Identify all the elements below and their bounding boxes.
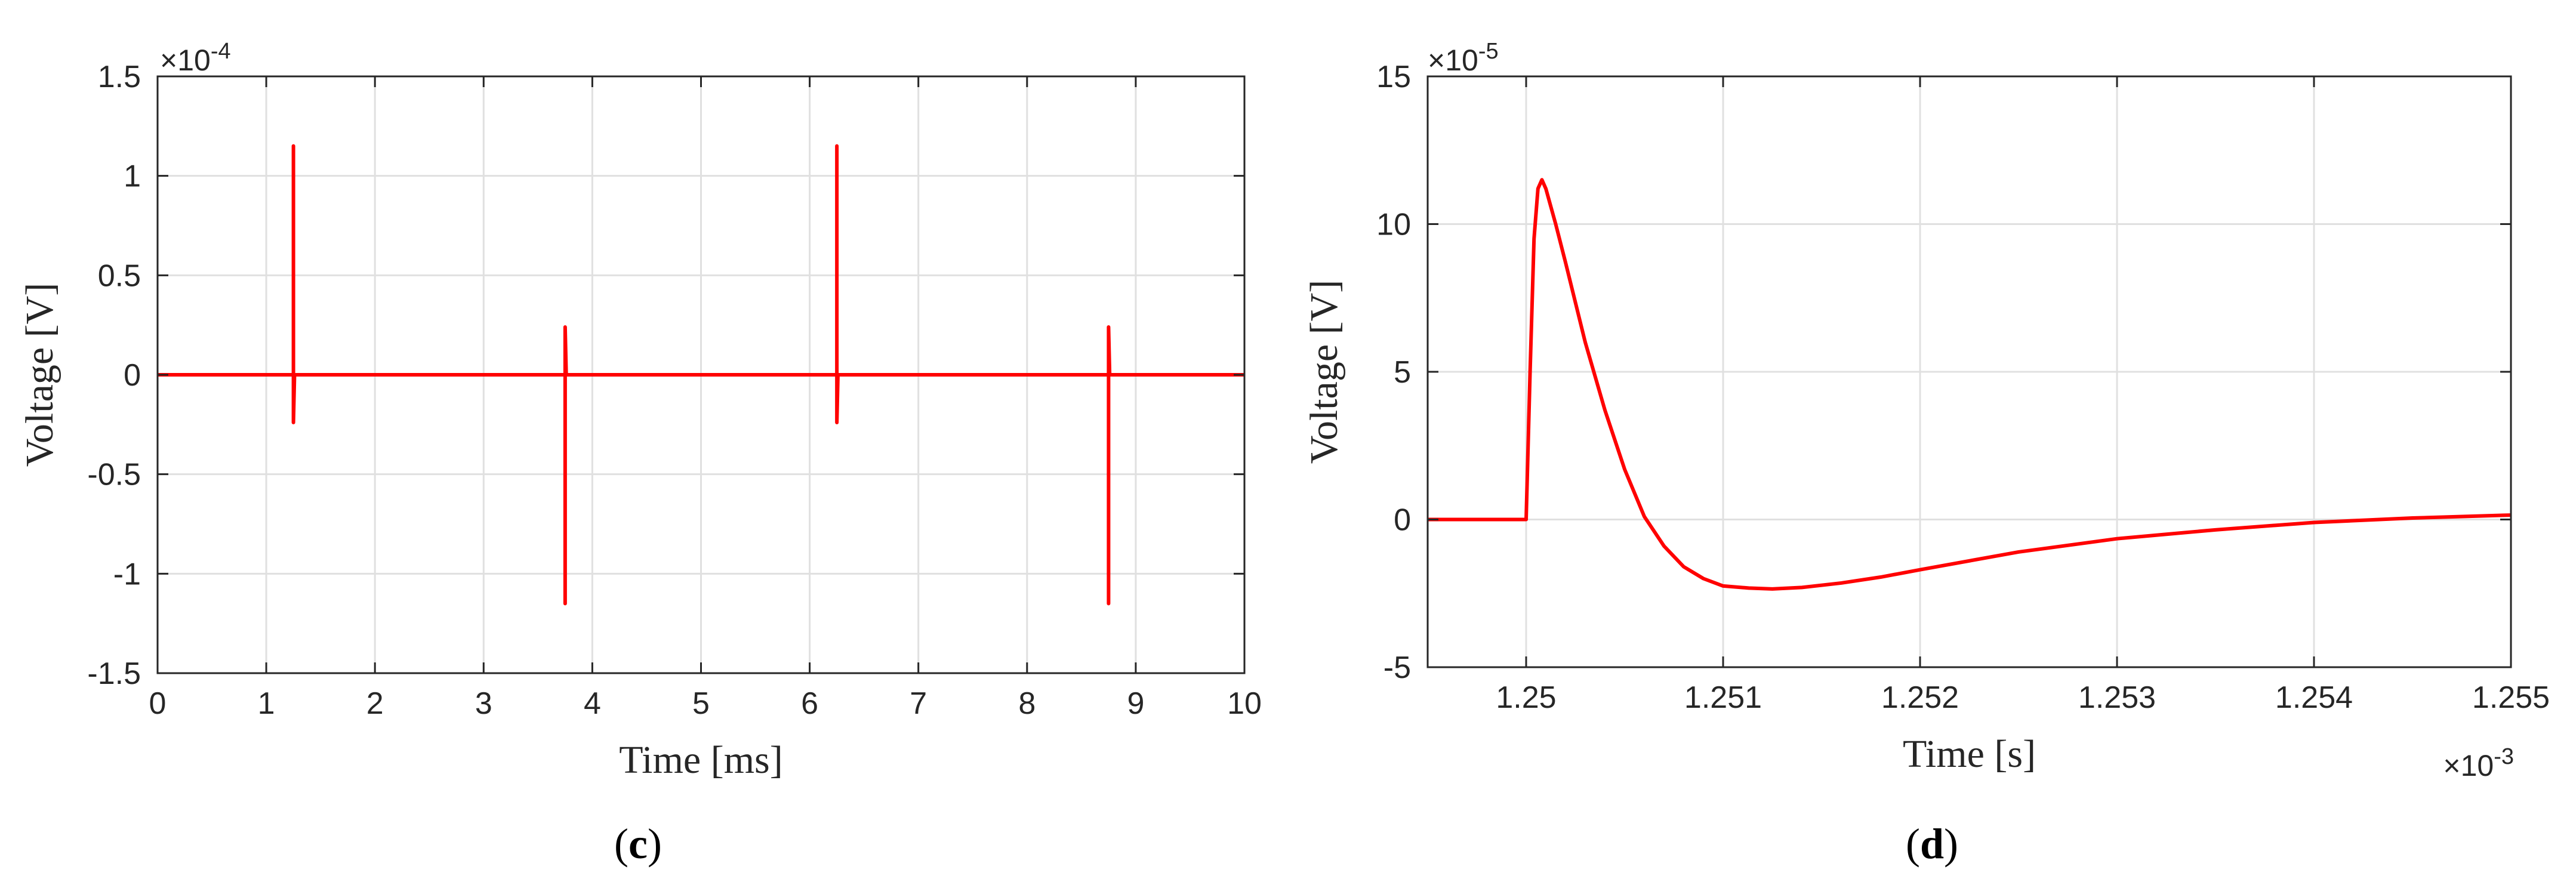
panel-letter-d: d [1920, 820, 1944, 868]
xtick-label-c-6: 6 [801, 686, 818, 721]
xtick-label-c-2: 2 [366, 686, 384, 721]
xtick-label-d-5: 1.255 [2472, 680, 2550, 715]
x-multiplier-d: ×10-3 [2443, 744, 2514, 782]
xtick-label-c-0: 0 [149, 686, 167, 721]
ytick-label-c-4: 0.5 [98, 258, 141, 293]
ytick-label-d-2: 5 [1394, 355, 1411, 390]
series-line-d-0 [1428, 178, 2512, 591]
ytick-label-c-3: 0 [124, 358, 141, 393]
panel-label-d: (d) [1906, 820, 1958, 868]
xtick-label-c-3: 3 [475, 686, 492, 721]
panel-letter-c: c [628, 820, 648, 868]
ytick-label-c-6: 1.5 [98, 60, 141, 94]
panel-label-c: (c) [614, 820, 662, 868]
xtick-label-c-10: 10 [1227, 686, 1262, 721]
ytick-label-d-4: 15 [1376, 60, 1411, 94]
xtick-label-d-2: 1.252 [1881, 680, 1959, 715]
series-line-c-0 [158, 144, 1244, 606]
xtick-label-d-4: 1.254 [2275, 680, 2353, 715]
xtick-label-c-5: 5 [692, 686, 710, 721]
xtick-label-c-8: 8 [1018, 686, 1036, 721]
ytick-label-c-0: -1.5 [87, 656, 141, 691]
ytick-label-d-1: 0 [1394, 503, 1411, 538]
xtick-label-c-1: 1 [258, 686, 275, 721]
x-axis-label-c: Time [ms] [619, 738, 782, 782]
xtick-label-c-9: 9 [1127, 686, 1144, 721]
xtick-label-d-1: 1.251 [1684, 680, 1762, 715]
ytick-label-c-2: -0.5 [87, 458, 141, 492]
y-multiplier-d: ×10-5 [1428, 39, 1499, 77]
xtick-label-d-0: 1.25 [1496, 680, 1556, 715]
xtick-label-d-3: 1.253 [2078, 680, 2156, 715]
ytick-label-d-3: 10 [1376, 208, 1411, 242]
x-axis-label-d: Time [s] [1903, 732, 2036, 776]
chart-panel-d: 1.25 1.251 1.252 1.253 1.254 1.255 -5 0 5 10 15 Tim… [1302, 39, 2550, 782]
ytick-label-d-0: -5 [1383, 650, 1411, 685]
xtick-label-c-4: 4 [584, 686, 601, 721]
y-multiplier-c: ×10-4 [160, 39, 231, 77]
ytick-label-c-1: -1 [113, 557, 141, 591]
y-axis-label-d: Voltage [V] [1302, 280, 1346, 464]
xtick-label-c-7: 7 [910, 686, 927, 721]
chart-panel-c: 0 1 2 3 4 5 6 7 8 9 10 -1.5 -1 -0.5 0 0.5 1 1.5 Time [ms] V… [18, 39, 1262, 782]
y-axis-label-c: Voltage [V] [18, 283, 61, 467]
ytick-label-c-5: 1 [124, 159, 141, 194]
